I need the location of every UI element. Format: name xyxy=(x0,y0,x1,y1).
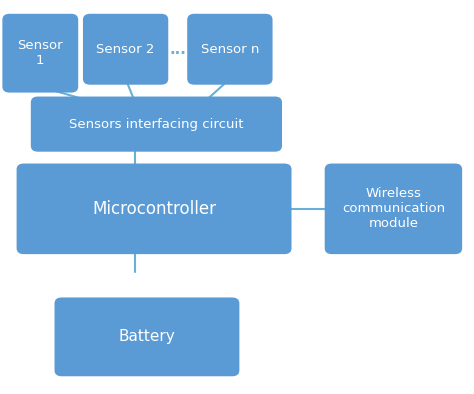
Text: Sensors interfacing circuit: Sensors interfacing circuit xyxy=(69,118,244,130)
Text: Microcontroller: Microcontroller xyxy=(92,200,216,218)
FancyBboxPatch shape xyxy=(2,14,78,93)
FancyBboxPatch shape xyxy=(83,14,168,85)
Text: Battery: Battery xyxy=(118,329,175,344)
Text: Sensor n: Sensor n xyxy=(201,43,259,56)
FancyBboxPatch shape xyxy=(17,164,292,254)
FancyBboxPatch shape xyxy=(31,97,282,152)
Text: Sensor
1: Sensor 1 xyxy=(18,39,63,67)
FancyBboxPatch shape xyxy=(325,164,462,254)
FancyBboxPatch shape xyxy=(55,297,239,376)
Text: Wireless
communication
module: Wireless communication module xyxy=(342,187,445,230)
Text: Sensor 2: Sensor 2 xyxy=(96,43,155,56)
FancyBboxPatch shape xyxy=(187,14,273,85)
Text: ...: ... xyxy=(169,42,186,57)
